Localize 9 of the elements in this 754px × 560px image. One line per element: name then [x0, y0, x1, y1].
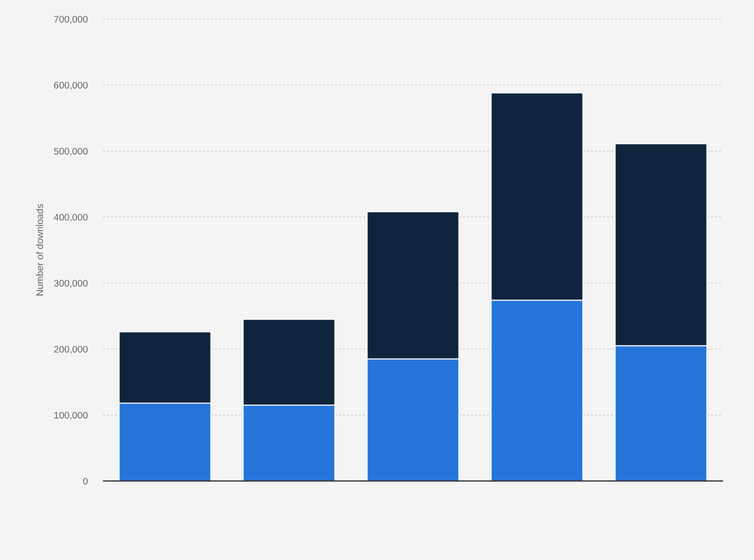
y-tick-label: 100,000	[54, 410, 88, 422]
y-tick-label: 500,000	[54, 146, 88, 158]
y-tick-label: 700,000	[54, 14, 88, 26]
y-tick-label: 300,000	[54, 278, 88, 290]
y-tick-label: 600,000	[54, 80, 88, 92]
y-tick-label: 400,000	[54, 212, 88, 224]
y-tick-label: 200,000	[54, 344, 88, 356]
y-axis-title: Number of downloads	[35, 204, 46, 296]
y-tick-label: 0	[82, 476, 88, 488]
